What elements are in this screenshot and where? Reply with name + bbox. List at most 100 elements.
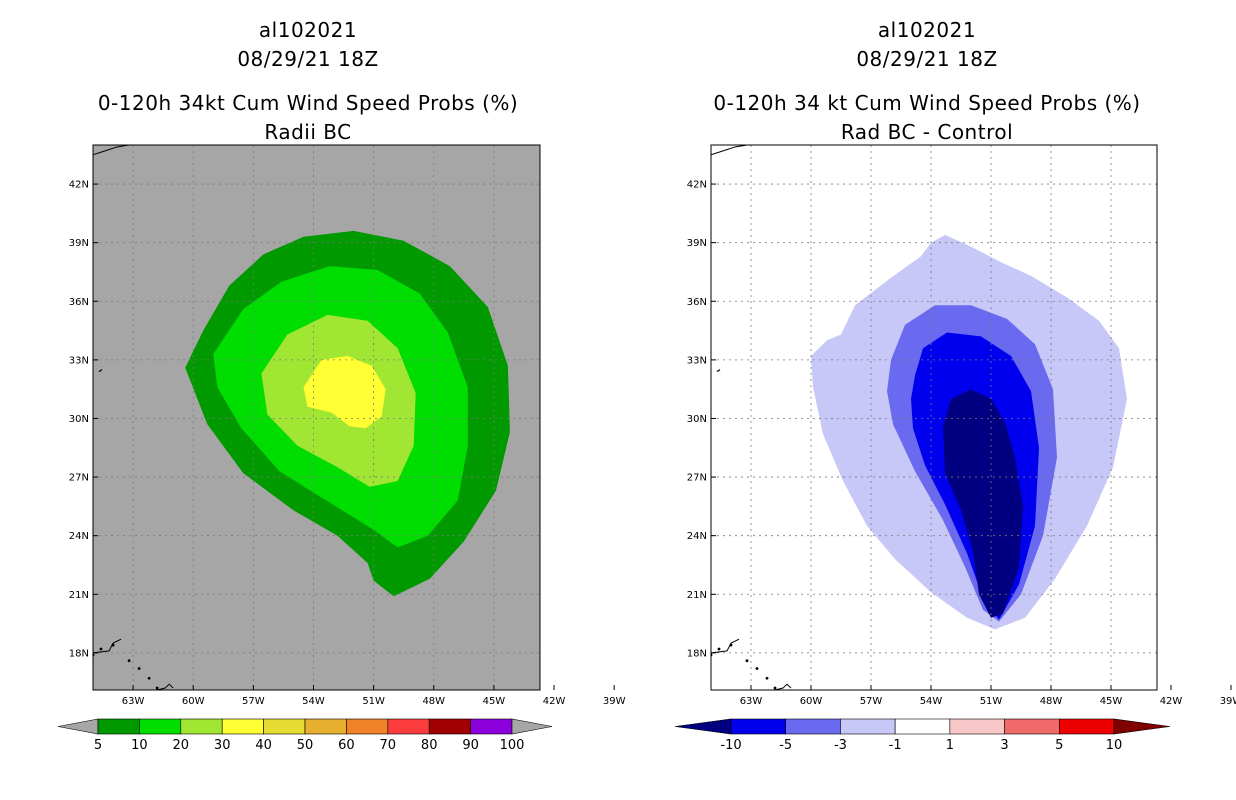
x-tick-label: 45W <box>1100 696 1123 707</box>
contour-layer <box>711 145 1157 690</box>
colorbar-label-1: 10 <box>131 738 148 753</box>
x-tick-label: 54W <box>920 696 943 707</box>
y-tick-label: 36N <box>69 297 89 308</box>
y-tick-label: 24N <box>69 531 89 542</box>
left-title-subtitle: Radii BC <box>264 120 352 144</box>
plot-frame <box>710 144 1158 691</box>
colorbar-swatch-4 <box>949 718 1005 735</box>
colorbar-high-extension <box>511 718 553 735</box>
y-tick-label: 27N <box>687 473 707 484</box>
contour-layer <box>93 145 540 690</box>
right-title-date: 08/29/21 18Z <box>856 47 998 71</box>
x-tick-label: 60W <box>800 696 823 707</box>
y-tick-label: 42N <box>69 180 89 191</box>
right-title-subtitle: Rad BC - Control <box>840 120 1014 144</box>
colorbar-swatch-2 <box>840 718 896 735</box>
colorbar-label-6: 60 <box>338 738 355 753</box>
coastline-bermuda <box>716 369 721 373</box>
coastline-island-3 <box>745 659 749 663</box>
x-tick-label: 57W <box>860 696 883 707</box>
right-title-product: 0-120h 34 kt Cum Wind Speed Probs (%) <box>713 91 1141 115</box>
colorbar-label-2: 20 <box>173 738 190 753</box>
colorbar-label-4: 40 <box>255 738 272 753</box>
x-tick-label: 60W <box>182 696 205 707</box>
y-tick-label: 24N <box>687 531 707 542</box>
y-tick-label: 21N <box>687 590 707 601</box>
x-tick-label: 45W <box>483 696 506 707</box>
x-tick-label: 57W <box>242 696 265 707</box>
colorbar-label-4: 1 <box>946 738 954 753</box>
x-tick-label: 39W <box>603 696 626 707</box>
y-tick-label: 33N <box>687 355 707 366</box>
y-tick-label: 21N <box>69 590 89 601</box>
colorbar-label-6: 5 <box>1055 738 1063 753</box>
colorbar-label-7: 70 <box>380 738 397 753</box>
x-tick-label: 39W <box>1220 696 1236 707</box>
coastline-virgin-islands <box>93 638 122 654</box>
left-title-date: 08/29/21 18Z <box>237 47 379 71</box>
plot-frame <box>92 144 541 691</box>
coastline-island-1 <box>717 647 721 651</box>
colorbar-label-9: 90 <box>462 738 479 753</box>
y-tick-label: 33N <box>69 355 89 366</box>
colorbar-swatch-1 <box>785 718 841 735</box>
y-tick-label: 27N <box>69 473 89 484</box>
x-tick-label: 48W <box>1040 696 1063 707</box>
left-panel-title: al102021 08/29/21 18Z 0-120h 34kt Cum Wi… <box>58 16 558 147</box>
y-tick-label: 42N <box>687 180 707 191</box>
colorbar-label-3: 30 <box>214 738 231 753</box>
colorbar-high-extension <box>1113 718 1171 735</box>
y-tick-label: 39N <box>687 238 707 249</box>
y-tick-label: 18N <box>687 648 707 659</box>
y-tick-label: 39N <box>69 238 89 249</box>
coastline-northwest <box>711 145 748 156</box>
coastline-island-6 <box>155 686 159 690</box>
coastline-northwest <box>93 145 130 156</box>
colorbar-label-10: 100 <box>500 738 525 753</box>
x-tick-label: 63W <box>122 696 145 707</box>
right-title-storm-id: al102021 <box>877 18 977 42</box>
x-tick-label: 51W <box>980 696 1003 707</box>
colorbar-label-0: 5 <box>94 738 102 753</box>
coastline-island-4 <box>137 667 141 670</box>
x-tick-label: 51W <box>362 696 385 707</box>
colorbar-label-2: -3 <box>834 738 847 753</box>
coastline-layer <box>711 145 792 690</box>
x-tick-label: 54W <box>302 696 325 707</box>
left-title-product: 0-120h 34kt Cum Wind Speed Probs (%) <box>97 91 519 115</box>
x-tick-label: 63W <box>740 696 763 707</box>
coastline-guadeloupe <box>157 683 174 690</box>
colorbar-swatch-5 <box>1004 718 1060 735</box>
coastline-layer <box>93 145 174 690</box>
colorbar-label-5: 3 <box>1000 738 1008 753</box>
colorbar-swatch-6 <box>1058 718 1115 735</box>
contour-band-3 <box>303 356 386 429</box>
colorbar-swatch-0 <box>730 718 787 735</box>
coastline-island-3 <box>127 659 131 663</box>
x-tick-label: 48W <box>422 696 445 707</box>
colorbar-label-3: -1 <box>889 738 902 753</box>
coastline-island-1 <box>99 647 103 651</box>
coastline-bermuda <box>98 369 103 373</box>
colorbar: -10 -5 -3 -1 1 3 5 10 <box>674 718 1171 753</box>
x-tick-label: 42W <box>543 696 566 707</box>
colorbar: 5 10 20 30 40 50 60 70 80 90 100 <box>57 718 553 753</box>
y-tick-label: 18N <box>69 648 89 659</box>
colorbar-label-0: -10 <box>720 738 741 753</box>
coastline-virgin-islands <box>711 638 740 654</box>
y-tick-label: 36N <box>687 297 707 308</box>
colorbar-label-7: 10 <box>1106 738 1123 753</box>
coastline-island-4 <box>755 667 759 670</box>
colorbar-label-8: 80 <box>421 738 438 753</box>
x-tick-label: 42W <box>1160 696 1183 707</box>
left-title-storm-id: al102021 <box>258 18 358 42</box>
contour-band-3 <box>943 389 1023 618</box>
coastline-island-5 <box>765 676 769 680</box>
colorbar-label-1: -5 <box>779 738 792 753</box>
y-tick-label: 30N <box>69 414 89 425</box>
y-tick-label: 30N <box>687 414 707 425</box>
right-panel-title: al102021 08/29/21 18Z 0-120h 34 kt Cum W… <box>677 16 1177 147</box>
